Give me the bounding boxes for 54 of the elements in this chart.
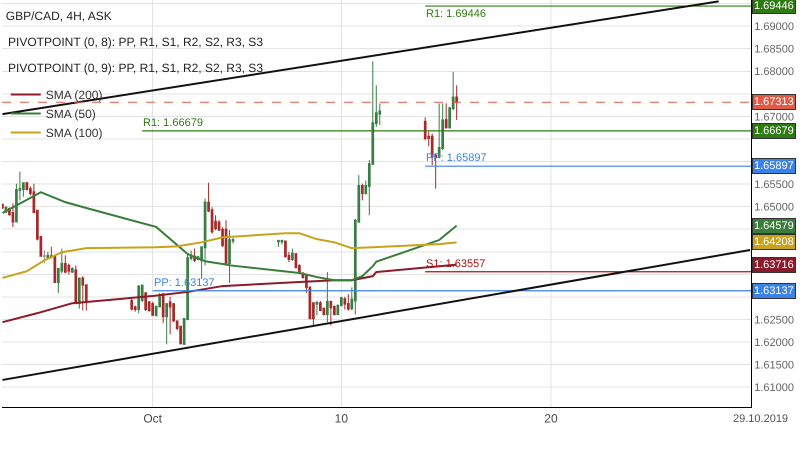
candlestick (151, 301, 154, 316)
annotation: PIVOTPOINT (0, 9): PP, R1, S1, R2, S2, R3, S3 (8, 61, 264, 75)
legend-label: SMA (200) (46, 88, 102, 102)
candlestick (319, 300, 322, 312)
candlestick (343, 296, 346, 310)
candlestick (455, 84, 458, 121)
candlestick (291, 248, 294, 262)
y-tick-label: 1.61500 (754, 359, 794, 372)
annotation: PIVOTPOINT (0, 8): PP, R1, S1, R2, S2, R3, S3 (8, 35, 264, 49)
candlestick (162, 293, 165, 324)
ref-line-label: 1.67313 (754, 96, 794, 108)
y-tick-label: 1.65500 (754, 178, 794, 191)
series-label: R1: 1.66679 (143, 117, 203, 129)
y-tick-label: 1.65000 (754, 202, 794, 214)
x-tick-label: 20 (544, 411, 558, 426)
candlestick (346, 294, 350, 311)
candlestick (444, 102, 448, 130)
x-tick-label: 10 (334, 411, 348, 426)
legend-label: SMA (50) (46, 107, 96, 122)
candlestick (81, 276, 84, 311)
y-tick-label: 1.62500 (754, 314, 794, 326)
candlestick (280, 239, 284, 246)
candlestick (43, 250, 46, 264)
x-tick-label: Oct (143, 411, 163, 426)
annotation: 1.65897 (754, 160, 794, 172)
candlestick (277, 239, 280, 248)
annotation: 1.63716 (754, 259, 794, 271)
legend-label: SMA (100) (46, 126, 102, 140)
candlestick (284, 240, 287, 258)
candlestick (316, 300, 318, 316)
candlestick (165, 303, 168, 345)
candlestick (70, 266, 74, 274)
candlestick (360, 183, 364, 201)
annotation: 1.64579 (754, 220, 794, 232)
y-tick-label: 1.68000 (754, 66, 794, 78)
candlestick (168, 296, 172, 335)
annotation: 1.63137 (754, 285, 794, 297)
y-tick-label: 1.68500 (754, 44, 794, 56)
y-tick-label: 1.61000 (754, 382, 794, 394)
annotation: 1.64208 (754, 236, 794, 248)
candlestick (64, 254, 67, 274)
y-tick-label: 1.67000 (754, 111, 794, 124)
annotation: 1.66679 (754, 125, 794, 137)
candlestick (224, 220, 228, 265)
text: 29.10.2019 (733, 413, 788, 425)
series-label: R1: 1.69446 (426, 8, 486, 20)
y-tick-label: 1.69000 (754, 21, 794, 34)
candlestick (330, 300, 332, 326)
annotation: 1.69446 (754, 0, 794, 12)
y-tick-label: 1.62000 (754, 336, 794, 349)
candlestick (130, 298, 134, 311)
candlestick (12, 203, 14, 228)
candlestick (294, 252, 298, 269)
text: GBP/CAD, 4H, ASK (6, 9, 112, 24)
